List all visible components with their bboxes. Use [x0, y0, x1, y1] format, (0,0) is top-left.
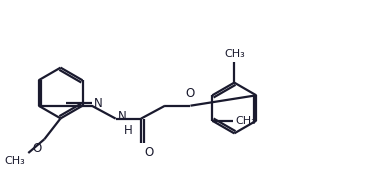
Text: CH₃: CH₃ [236, 116, 257, 126]
Text: O: O [186, 87, 195, 100]
Text: O: O [33, 142, 42, 155]
Text: H: H [124, 124, 133, 137]
Text: CH₃: CH₃ [224, 49, 245, 59]
Text: N: N [94, 97, 103, 110]
Text: N: N [118, 110, 127, 123]
Text: CH₃: CH₃ [5, 156, 26, 166]
Text: O: O [144, 146, 154, 159]
